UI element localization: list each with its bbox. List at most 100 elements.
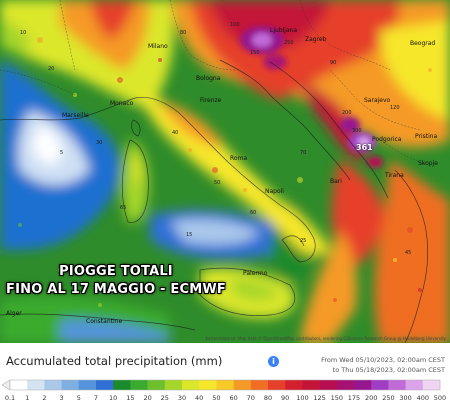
map-value-label: 200 xyxy=(342,110,352,116)
colorbar-tick-label: 10 xyxy=(109,394,117,402)
colorbar-tick-label: 7 xyxy=(94,394,98,402)
city-label: Alger xyxy=(6,310,22,317)
colorbar-outline xyxy=(9,379,441,391)
colorbar-swatch xyxy=(10,380,28,390)
colorbar-tick-label: 0.1 xyxy=(5,394,15,402)
map-value-label: 90 xyxy=(330,60,337,66)
colorbar-arrow xyxy=(1,379,11,391)
colorbar-tick-label: 150 xyxy=(331,394,343,402)
map-value-label: 120 xyxy=(390,105,400,111)
colorbar-swatch xyxy=(78,380,97,390)
colorbar-swatch xyxy=(336,380,355,390)
colorbar-swatch xyxy=(388,380,406,390)
colorbar-tick-label: 60 xyxy=(229,394,237,402)
colorbar-tick-label: 90 xyxy=(281,394,289,402)
city-label: Tirana xyxy=(385,172,404,179)
city-label: Firenze xyxy=(200,97,222,104)
city-label: Constantine xyxy=(86,318,123,325)
time-range-to: to Thu 05/18/2023, 02:00am CEST xyxy=(332,366,445,374)
city-label: Bologna xyxy=(196,75,221,82)
colorbar-tick-label: 500 xyxy=(434,394,446,402)
map-value-label: 50 xyxy=(214,180,221,186)
colorbar-swatch xyxy=(422,380,441,390)
city-label: Ljubljana xyxy=(270,27,298,34)
colorbar-swatch xyxy=(319,380,338,390)
city-label: Marseille xyxy=(62,112,89,119)
city-label: Monaco xyxy=(110,100,134,107)
colorbar-tick-label: 5 xyxy=(77,394,81,402)
map-value-label: 80 xyxy=(180,30,187,36)
map-attribution[interactable]: Kartenmaterial: Map data © OpenStreetMap… xyxy=(205,336,446,341)
colorbar-swatch xyxy=(61,380,80,390)
city-label: Skopje xyxy=(418,160,438,167)
peak-value-label: 361 xyxy=(356,143,373,152)
colorbar-swatch xyxy=(216,380,234,390)
colorbar-swatch xyxy=(302,380,320,390)
colorbar-swatch xyxy=(113,380,131,390)
colorbar-swatch xyxy=(268,380,286,390)
map-value-label: 40 xyxy=(172,130,179,136)
map-value-label: 300 xyxy=(352,128,362,134)
precipitation-map[interactable] xyxy=(0,0,450,343)
colorbar-swatch xyxy=(130,380,148,390)
colorbar-swatch xyxy=(371,380,389,390)
colorbar-swatch xyxy=(285,380,303,390)
map-value-label: 45 xyxy=(405,250,412,256)
colorbar-swatch xyxy=(164,380,183,390)
colorbar-tick-label: 25 xyxy=(161,394,169,402)
colorbar-tick-label: 125 xyxy=(313,394,325,402)
overlay-title-line-2: FINO AL 17 MAGGIO - ECMWF xyxy=(6,282,226,297)
map-value-label: 20 xyxy=(48,66,55,72)
coastlines xyxy=(0,59,429,343)
map-value-label: 150 xyxy=(250,50,260,56)
city-label: Zagreb xyxy=(305,36,327,43)
colorbar-swatch xyxy=(182,380,200,390)
map-value-label: 30 xyxy=(96,140,103,146)
precip-speckles xyxy=(18,37,432,307)
precip-field-layers xyxy=(0,0,450,343)
city-label: Podgorica xyxy=(372,136,402,143)
colorbar-tick-label: 175 xyxy=(348,394,360,402)
colorbar-tick-label: 400 xyxy=(417,394,429,402)
colorbar-tick-label: 80 xyxy=(264,394,272,402)
time-range-from: From Wed 05/10/2023, 02:00am CEST xyxy=(321,356,445,364)
colorbar-tick-label: 2 xyxy=(42,394,46,402)
city-label: Beograd xyxy=(410,40,436,47)
colorbar-swatch xyxy=(199,380,217,390)
map-value-label: 250 xyxy=(284,40,294,46)
colorbar-swatch xyxy=(354,380,372,390)
city-label: Pristina xyxy=(415,133,438,140)
map-value-label: 15 xyxy=(186,232,193,238)
city-label: Roma xyxy=(230,155,248,162)
overlay-title-line-1: PIOGGE TOTALI xyxy=(59,264,173,279)
colorbar-tick-label: 50 xyxy=(212,394,220,402)
colorbar-tick-label: 200 xyxy=(365,394,377,402)
map-value-label: 60 xyxy=(250,210,257,216)
info-icon[interactable]: i xyxy=(268,356,279,367)
colorbar-swatch xyxy=(147,380,166,390)
legend-title: Accumulated total precipitation (mm) xyxy=(6,354,223,368)
colorbar-tick-label: 250 xyxy=(382,394,394,402)
city-label: Napoli xyxy=(265,188,284,195)
map-value-label: 5 xyxy=(60,150,64,156)
colorbar-tick-label: 15 xyxy=(126,394,134,402)
colorbar-swatch xyxy=(96,380,114,390)
colorbar-swatch xyxy=(250,380,269,390)
colorbar-swatch xyxy=(405,380,424,390)
colorbar-tick-label: 30 xyxy=(178,394,186,402)
colorbar-tick-label: 40 xyxy=(195,394,203,402)
colorbar-tick-label: 3 xyxy=(60,394,64,402)
colorbar-swatch xyxy=(27,380,45,390)
colorbar-tick-label: 300 xyxy=(399,394,411,402)
precip-heavy-cores xyxy=(240,26,383,168)
colorbar-tick-label: 1 xyxy=(25,394,29,402)
map-value-label: 10 xyxy=(20,30,27,36)
map-value-label: 65 xyxy=(120,205,127,211)
precipitation-colorbar: 0.1 1 2 3 5 7 10 15 20 25 30 40 50 60 70 80 90 100 125 150 1… xyxy=(1,379,446,402)
map-value-label: 70 xyxy=(300,150,307,156)
city-label: Sarajevo xyxy=(364,97,391,104)
colorbar-tick-label: 70 xyxy=(247,394,255,402)
colorbar-tick-label: 20 xyxy=(143,394,151,402)
colorbar-swatch xyxy=(44,380,62,390)
